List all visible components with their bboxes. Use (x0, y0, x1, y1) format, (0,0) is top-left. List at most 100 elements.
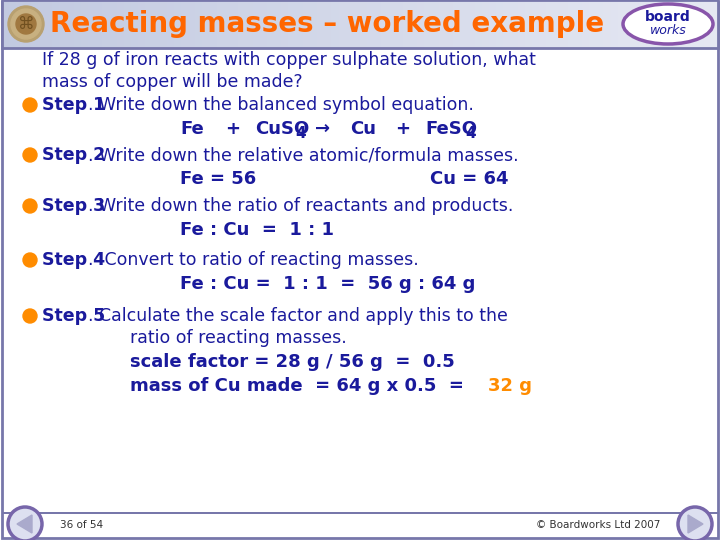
Bar (66, 0, 73, 48)
Text: works: works (649, 24, 686, 37)
Bar (2, 512, 718, 514)
Circle shape (8, 6, 44, 42)
Text: . Write down the relative atomic/formula masses.: . Write down the relative atomic/formula… (88, 146, 518, 164)
Text: Fe = 56: Fe = 56 (180, 170, 256, 188)
Bar (167, 0, 174, 48)
Bar (560, 0, 567, 48)
Circle shape (23, 98, 37, 112)
Bar (689, 0, 696, 48)
Bar (31, 0, 38, 48)
Text: Cu = 64: Cu = 64 (430, 170, 508, 188)
Bar (195, 0, 202, 48)
Bar (418, 0, 425, 48)
Circle shape (8, 507, 42, 540)
Bar (482, 0, 489, 48)
Bar (296, 0, 302, 48)
Bar (310, 0, 317, 48)
Bar (503, 0, 510, 48)
Bar (289, 0, 296, 48)
Bar (467, 0, 474, 48)
Text: +: + (225, 120, 240, 138)
Text: 4: 4 (465, 125, 476, 140)
Bar (539, 0, 546, 48)
Polygon shape (17, 515, 32, 533)
Bar (274, 0, 282, 48)
Text: Step 4: Step 4 (42, 251, 105, 269)
Bar (374, 0, 382, 48)
Bar (382, 0, 389, 48)
Circle shape (11, 9, 41, 39)
Bar (510, 0, 518, 48)
Bar (611, 0, 618, 48)
Bar (654, 0, 661, 48)
Bar (302, 0, 310, 48)
Bar (2, 0, 718, 48)
Bar (567, 0, 575, 48)
Bar (668, 0, 675, 48)
Bar (210, 0, 217, 48)
Polygon shape (688, 515, 703, 533)
Text: Step 1: Step 1 (42, 96, 105, 114)
Circle shape (23, 199, 37, 213)
Bar (145, 0, 153, 48)
Bar (253, 0, 260, 48)
Text: scale factor = 28 g / 56 g  =  0.5: scale factor = 28 g / 56 g = 0.5 (130, 353, 455, 371)
Bar (202, 0, 210, 48)
Text: ⌘: ⌘ (18, 15, 35, 33)
Bar (24, 0, 31, 48)
Bar (181, 0, 188, 48)
Bar (246, 0, 253, 48)
Bar (389, 0, 396, 48)
Text: Step 2: Step 2 (42, 146, 105, 164)
Bar (703, 0, 711, 48)
Bar (554, 0, 561, 48)
Bar (17, 0, 24, 48)
Bar (474, 0, 482, 48)
Text: If 28 g of iron reacts with copper sulphate solution, what: If 28 g of iron reacts with copper sulph… (42, 51, 536, 69)
Bar (425, 0, 432, 48)
Bar (338, 0, 346, 48)
Bar (453, 0, 460, 48)
Text: Fe: Fe (180, 120, 204, 138)
Bar (410, 0, 418, 48)
Bar (260, 0, 267, 48)
Text: mass of copper will be made?: mass of copper will be made? (42, 73, 302, 91)
Text: . Calculate the scale factor and apply this to the: . Calculate the scale factor and apply t… (88, 307, 508, 325)
Bar (582, 0, 589, 48)
Circle shape (23, 148, 37, 162)
Bar (81, 0, 88, 48)
Bar (625, 0, 632, 48)
Text: Cu: Cu (350, 120, 376, 138)
Text: mass of Cu made  = 64 g x 0.5  =: mass of Cu made = 64 g x 0.5 = (130, 377, 477, 395)
Text: .  Convert to ratio of reacting masses.: . Convert to ratio of reacting masses. (88, 251, 419, 269)
Bar (596, 0, 603, 48)
Bar (231, 0, 238, 48)
Bar (9, 0, 17, 48)
Bar (525, 0, 532, 48)
Bar (438, 0, 446, 48)
Text: Reacting masses – worked example: Reacting masses – worked example (50, 10, 604, 38)
Bar (589, 0, 596, 48)
Bar (160, 0, 167, 48)
Text: CuSO: CuSO (255, 120, 310, 138)
Bar (267, 0, 274, 48)
Text: . Write down the balanced symbol equation.: . Write down the balanced symbol equatio… (88, 96, 474, 114)
Bar (661, 0, 668, 48)
Text: Step 3: Step 3 (42, 197, 105, 215)
Bar (324, 0, 331, 48)
Bar (647, 0, 654, 48)
Bar (224, 0, 231, 48)
Bar (346, 0, 353, 48)
Text: . Write down the ratio of reactants and products.: . Write down the ratio of reactants and … (88, 197, 513, 215)
Bar (696, 0, 703, 48)
Bar (45, 0, 52, 48)
Bar (88, 0, 95, 48)
Bar (153, 0, 160, 48)
Text: →: → (315, 120, 330, 138)
Circle shape (23, 309, 37, 323)
Bar (396, 0, 403, 48)
Bar (188, 0, 195, 48)
Bar (683, 0, 690, 48)
Text: Step 5: Step 5 (42, 307, 105, 325)
Bar (618, 0, 625, 48)
